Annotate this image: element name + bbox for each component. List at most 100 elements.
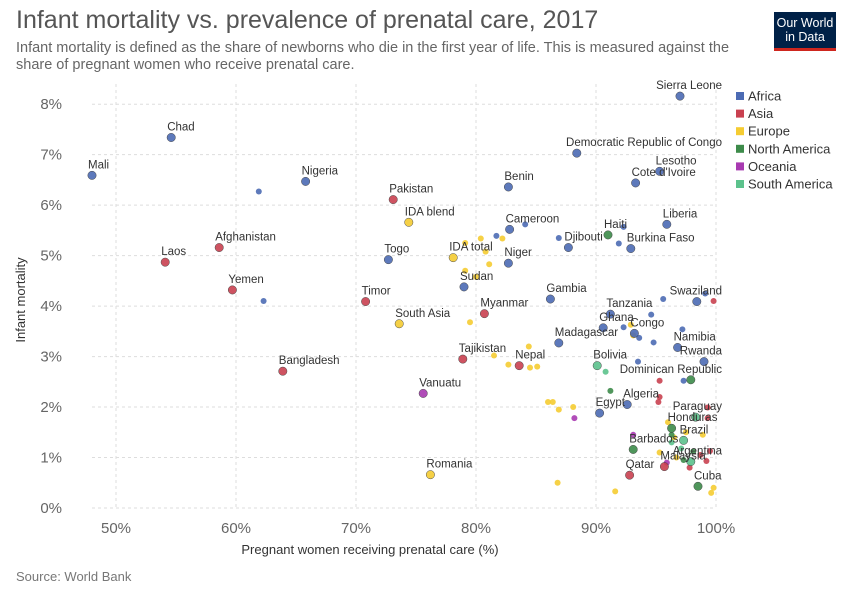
data-point	[301, 176, 311, 186]
data-point	[448, 253, 458, 263]
data-point	[678, 445, 685, 452]
data-point	[479, 309, 489, 319]
legend: Africa Asia Europe North America Oceania Sout…	[736, 89, 833, 192]
y-tick-label: 6%	[40, 197, 62, 214]
point-label: Gambia	[546, 283, 587, 295]
point-label: Myanmar	[480, 298, 528, 310]
point-label: Argentina	[673, 446, 723, 458]
data-point	[704, 415, 711, 422]
point-label: Ghana	[599, 312, 634, 324]
data-point	[595, 408, 605, 418]
data-point	[462, 240, 469, 246]
logo-line-1: Our World	[776, 16, 834, 30]
data-point	[648, 311, 655, 318]
point-label: Swaziland	[670, 286, 722, 298]
data-point	[680, 377, 687, 384]
x-tick-label: 90%	[581, 520, 611, 537]
point-label: Dominican Republic	[620, 364, 723, 376]
point-label: Djibouti	[564, 232, 602, 244]
point-label: Sudan	[460, 271, 493, 283]
data-point	[545, 399, 551, 405]
point-label: Liberia	[663, 208, 698, 220]
point-label: Sierra Leone	[656, 80, 722, 92]
data-point	[612, 488, 619, 495]
data-point	[692, 297, 702, 307]
data-point	[388, 195, 398, 205]
y-tick-label: 8%	[40, 96, 62, 113]
point-label: Tajikistan	[459, 343, 506, 355]
data-point	[626, 244, 636, 254]
data-point	[361, 297, 371, 307]
point-label: Benin	[504, 171, 533, 183]
data-point	[690, 448, 697, 455]
data-point	[607, 387, 614, 394]
point-label: Democratic Republic of Congo	[566, 137, 722, 149]
data-point	[629, 328, 639, 338]
data-point	[598, 323, 608, 333]
point-label: Honduras	[668, 412, 718, 424]
legend-swatch	[736, 127, 744, 136]
point-label: Brazil	[680, 424, 709, 436]
data-point	[477, 235, 484, 242]
legend-item: Africa	[748, 89, 782, 104]
data-point	[686, 375, 696, 385]
data-point	[425, 470, 435, 480]
data-point	[505, 361, 512, 368]
data-point	[563, 243, 573, 252]
data-point	[592, 361, 602, 371]
data-point	[160, 257, 170, 267]
point-label: Bangladesh	[279, 355, 340, 367]
point-label: Yemen	[228, 274, 263, 286]
data-point	[702, 290, 709, 297]
y-tick-label: 7%	[40, 147, 62, 164]
data-point	[255, 188, 262, 195]
data-point	[227, 285, 237, 295]
logo-accent-bar	[774, 48, 836, 51]
point-label: IDA blend	[405, 206, 455, 218]
data-point	[491, 352, 497, 359]
data-point	[278, 366, 288, 376]
point-label: Nepal	[515, 350, 545, 362]
legend-item: Asia	[748, 106, 774, 121]
point-label: Algeria	[623, 389, 659, 401]
point-label: Afghanistan	[215, 232, 276, 244]
point-label: Timor	[362, 286, 391, 298]
data-point	[534, 363, 541, 370]
point-label: Nigeria	[302, 165, 339, 177]
data-point	[486, 261, 493, 268]
x-tick-label: 80%	[461, 520, 491, 537]
data-point	[605, 309, 615, 319]
data-point	[615, 240, 622, 247]
point-label: Romania	[426, 459, 473, 471]
data-point	[527, 364, 533, 371]
data-point	[467, 319, 473, 326]
y-axis-label: Infant mortality	[13, 257, 28, 343]
chart-subtitle: Infant mortality is defined as the share…	[16, 40, 730, 73]
legend-item: Europe	[748, 124, 790, 139]
data-point	[683, 429, 689, 436]
data-point	[628, 444, 638, 454]
legend-swatch	[736, 92, 744, 100]
y-tick-label: 1%	[40, 450, 62, 467]
data-point	[673, 343, 683, 352]
data-point	[482, 248, 489, 255]
data-point	[693, 481, 703, 491]
data-point	[555, 234, 562, 241]
data-point	[166, 133, 176, 142]
legend-swatch	[736, 162, 744, 171]
data-point	[668, 431, 675, 438]
data-point	[87, 170, 97, 180]
data-point	[503, 258, 513, 268]
point-label: Egypt	[596, 397, 626, 409]
grid-lines	[92, 84, 717, 509]
x-tick-label: 70%	[341, 520, 371, 537]
data-point	[656, 377, 663, 384]
y-tick-label: 4%	[40, 298, 62, 315]
data-point	[260, 298, 267, 305]
point-label: Cuba	[694, 470, 722, 482]
data-point	[650, 339, 657, 346]
point-label: Niger	[504, 247, 532, 259]
owid-logo[interactable]: Our World in Data	[774, 12, 836, 51]
point-label: Paraguay	[673, 401, 722, 413]
point-label: Lesotho	[656, 155, 697, 167]
